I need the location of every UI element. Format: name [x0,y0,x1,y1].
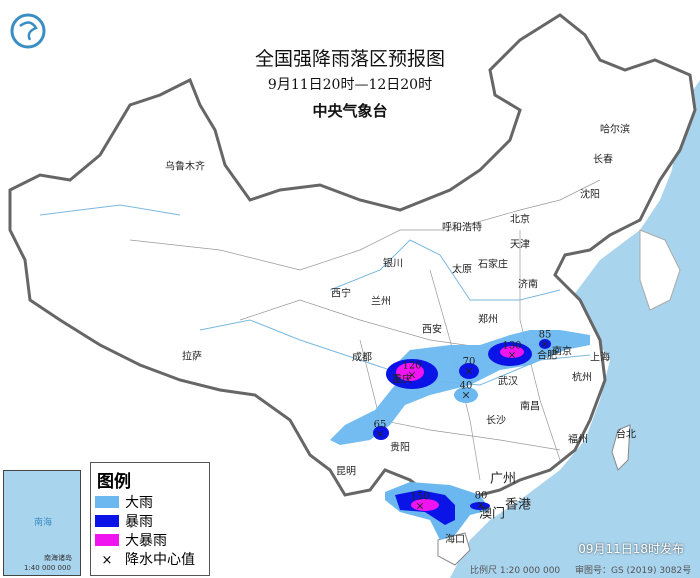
south-china-sea-inset: 南海 南海诸岛 1:40 000 000 [3,470,81,576]
rain-center-cross-icon: × [476,498,486,512]
city-label: 福州 [568,434,588,446]
city-label: 济南 [518,279,538,291]
rain-center-value: 65 [373,419,387,431]
sea-area [450,80,700,578]
legend-item-heavy-rain: 大雨 [95,492,209,511]
taiwan [611,424,631,471]
rain-center-cross-icon: × [464,364,474,378]
inset-scale: 1:40 000 000 [24,564,71,572]
inset-sea-label: 南海 [34,518,53,528]
city-label: 乌鲁木齐 [165,161,205,173]
inset-islands-label: 南海诸岛 [44,554,72,562]
issuer: 中央气象台 [312,102,388,120]
rain-center-cross-icon: × [461,388,471,402]
rain-center-value: 40 [459,380,473,392]
city-label: 南昌 [520,401,540,413]
city-label: 武汉 [498,376,518,388]
city-label: 兰州 [371,296,391,308]
rain-center-value: 120 [402,360,422,372]
hainan [437,532,471,566]
scale: 比例尺 1:20 000 000 [470,566,561,576]
rain-center-value: 85 [538,329,552,341]
city-label: 香港 [504,497,532,513]
forecast-period: 9月11日20时—12日20时 [267,77,433,93]
rain-center-cross-icon: × [375,427,385,441]
city-label: 昆明 [336,466,356,478]
legend-title: 图例 [97,472,131,492]
city-label: 呼和浩特 [442,222,482,234]
city-label: 海口 [445,534,465,546]
city-label: 沈阳 [580,189,600,201]
korea [639,229,681,311]
city-label: 南京 [552,346,572,358]
legend-label: 暴雨 [125,513,153,530]
legend-label: 大雨 [125,494,153,511]
city-label: 西安 [422,324,442,336]
city-label: 北京 [510,214,530,226]
rain-center-cross-icon: × [507,348,517,362]
cross-icon: × [101,552,113,568]
china-outline [8,13,697,502]
rain-center-cross-icon: × [540,337,550,351]
heavy-rain-area-small [454,387,478,403]
city-label: 合肥 [537,350,557,362]
city-label: 长沙 [486,415,506,427]
issue-time: 09月11日18时发布 [578,542,684,556]
legend-label: 降水中心值 [125,551,195,568]
city-label: 太原 [452,264,472,276]
legend-item-rain-center: × 降水中心值 [95,549,209,568]
city-label: 西宁 [331,288,351,300]
city-label: 成都 [352,352,372,364]
city-label: 杭州 [572,372,592,384]
rain-center-cross-icon: × [407,368,417,382]
city-label: 天津 [510,239,530,251]
map-title: 全国强降雨落区预报图 [254,48,445,70]
rain-center-value: 130 [502,340,522,352]
city-label: 哈尔滨 [600,124,630,136]
rain-center-value: 150 [410,491,430,503]
cma-logo-icon [10,13,46,49]
city-label: 银川 [383,258,403,270]
city-label: 重庆 [392,374,412,386]
rain-center-value: 70 [462,356,476,368]
city-label: 拉萨 [182,351,202,363]
legend-item-severe-rainstorm: 大暴雨 [95,530,209,549]
map-approval-number: 审图号：GS (2019) 3082号 [575,566,692,576]
city-label: 郑州 [478,314,498,326]
legend-item-rainstorm: 暴雨 [95,511,209,530]
city-label: 石家庄 [478,259,508,271]
city-label: 广州 [489,471,517,487]
rain-center-value: 80 [474,490,488,502]
city-label: 台北 [616,429,636,441]
city-label: 上海 [590,352,610,364]
city-label: 长春 [593,154,613,166]
rain-center-cross-icon: × [415,499,425,513]
legend-label: 大暴雨 [125,532,167,549]
city-label: 贵阳 [390,442,410,454]
legend: 图例 大雨 暴雨 大暴雨 × 降水中心值 [90,462,210,576]
city-label: 澳门 [478,506,506,522]
severe-rainstorm-areas [396,346,524,511]
